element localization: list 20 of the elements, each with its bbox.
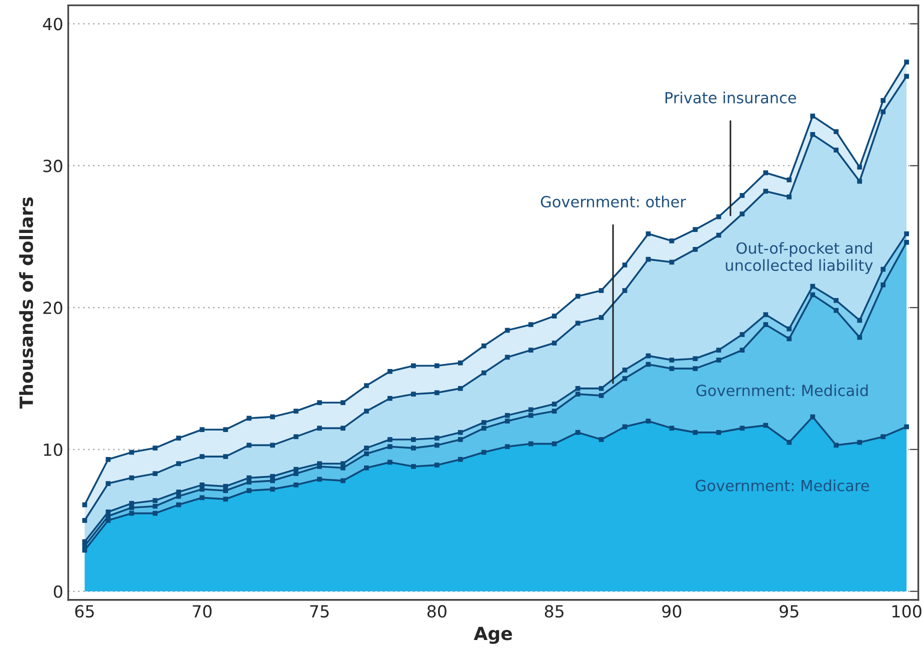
y-tick-label: 40	[42, 18, 62, 30]
x-tick-label: 65	[75, 605, 94, 618]
x-axis-title: Age	[474, 626, 512, 644]
series-label: Government: Medicare	[696, 480, 869, 492]
text: Government: other	[540, 196, 686, 208]
y-axis-title: Thousands of dollars	[19, 197, 34, 409]
x-tick-label: 95	[780, 605, 798, 618]
x-tick-label: 100	[892, 605, 922, 618]
y-tick-label: 10	[44, 443, 62, 456]
series-label: Government: Medicaid	[696, 384, 868, 396]
y-tick-label: 30	[43, 160, 62, 172]
x-tick-label: 85	[544, 605, 564, 618]
y-tick-label: 0	[54, 585, 62, 598]
x-tick-label: 75	[310, 605, 329, 618]
x-tick-label: 90	[662, 605, 682, 618]
series-label: Out-of-pocket and uncollected liability	[726, 242, 873, 274]
x-tick-label: 80	[427, 605, 446, 618]
x-tick-label: 70	[192, 605, 212, 618]
series-label: Private insurance	[666, 92, 796, 104]
y-tick-label: 20	[43, 302, 62, 314]
